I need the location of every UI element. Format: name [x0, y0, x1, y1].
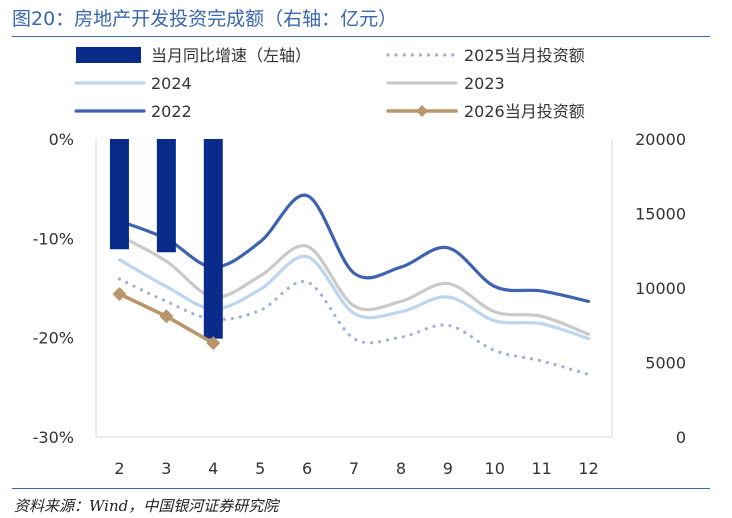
- right-tick-label: 20000: [635, 130, 686, 149]
- legend-label: 当月同比增速（左轴）: [151, 46, 311, 65]
- x-tick-label: 7: [349, 459, 359, 478]
- left-tick-label: 0%: [49, 130, 74, 149]
- legend-label: 2026当月投资额: [464, 102, 585, 121]
- legend-swatch-marker: [416, 105, 428, 117]
- left-tick-label: -30%: [33, 428, 74, 447]
- x-tick-label: 9: [443, 459, 453, 478]
- series-marker-2026: [112, 286, 127, 301]
- series-marker-2026: [206, 336, 221, 351]
- x-tick-label: 6: [302, 459, 312, 478]
- source-note: 资料来源：Wind，中国银河证券研究院: [14, 497, 279, 515]
- series-line-2022: [117, 193, 591, 304]
- title-rule: [12, 36, 710, 37]
- x-tick-label: 5: [255, 459, 265, 478]
- right-tick-label: 15000: [635, 205, 686, 224]
- series-marker-2026: [159, 309, 174, 324]
- bar-yoy-growth: [203, 139, 223, 339]
- legend-label: 2022: [151, 102, 192, 121]
- right-tick-label: 5000: [645, 354, 686, 373]
- x-tick-label: 4: [208, 459, 218, 478]
- legend-swatch-bar: [76, 47, 141, 63]
- x-tick-label: 10: [485, 459, 505, 478]
- x-tick-label: 3: [161, 459, 171, 478]
- bar-yoy-growth: [109, 139, 129, 250]
- series-line-2025: [117, 277, 591, 377]
- bar-yoy-growth: [156, 139, 176, 253]
- x-tick-label: 12: [578, 459, 598, 478]
- right-tick-label: 10000: [635, 279, 686, 298]
- left-tick-label: -10%: [33, 229, 74, 248]
- footer-rule: [12, 488, 710, 489]
- legend-label: 2023: [464, 74, 505, 93]
- chart-title: 图20：房地产开发投资完成额（右轴：亿元）: [12, 8, 398, 30]
- series-line-2023: [117, 234, 591, 336]
- x-tick-label: 2: [114, 459, 124, 478]
- left-tick-label: -20%: [33, 329, 74, 348]
- right-tick-label: 0: [676, 428, 686, 447]
- x-tick-label: 11: [531, 459, 551, 478]
- x-tick-label: 8: [396, 459, 406, 478]
- legend-label: 2024: [151, 74, 192, 93]
- series-line-2024: [117, 254, 591, 341]
- legend-label: 2025当月投资额: [464, 46, 585, 65]
